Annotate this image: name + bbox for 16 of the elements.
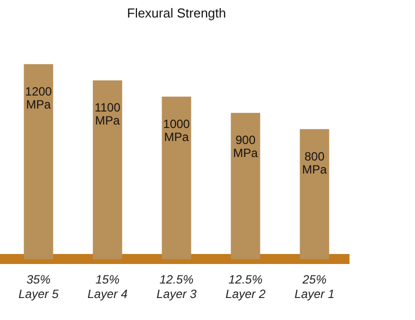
chart-title: Flexural Strength [127, 5, 226, 20]
bar [92, 80, 122, 260]
x-tick-label: 15% Layer 4 [87, 272, 128, 302]
x-tick-label: 12.5% Layer 2 [225, 272, 266, 302]
bar [162, 96, 192, 260]
data-label: 900 MPa [233, 133, 258, 160]
x-tick-label: 12.5% Layer 3 [156, 272, 197, 302]
data-label: 1000 MPa [163, 116, 190, 144]
x-tick-label: 25% Layer 1 [294, 272, 335, 302]
data-label: 1100 MPa [94, 100, 121, 128]
bar [230, 112, 260, 260]
data-label: 800 MPa [302, 149, 328, 176]
bar [24, 64, 54, 260]
x-tick-label: 35% Layer 5 [18, 272, 59, 302]
data-label: 1200 MPa [25, 84, 52, 112]
bar [300, 129, 330, 260]
